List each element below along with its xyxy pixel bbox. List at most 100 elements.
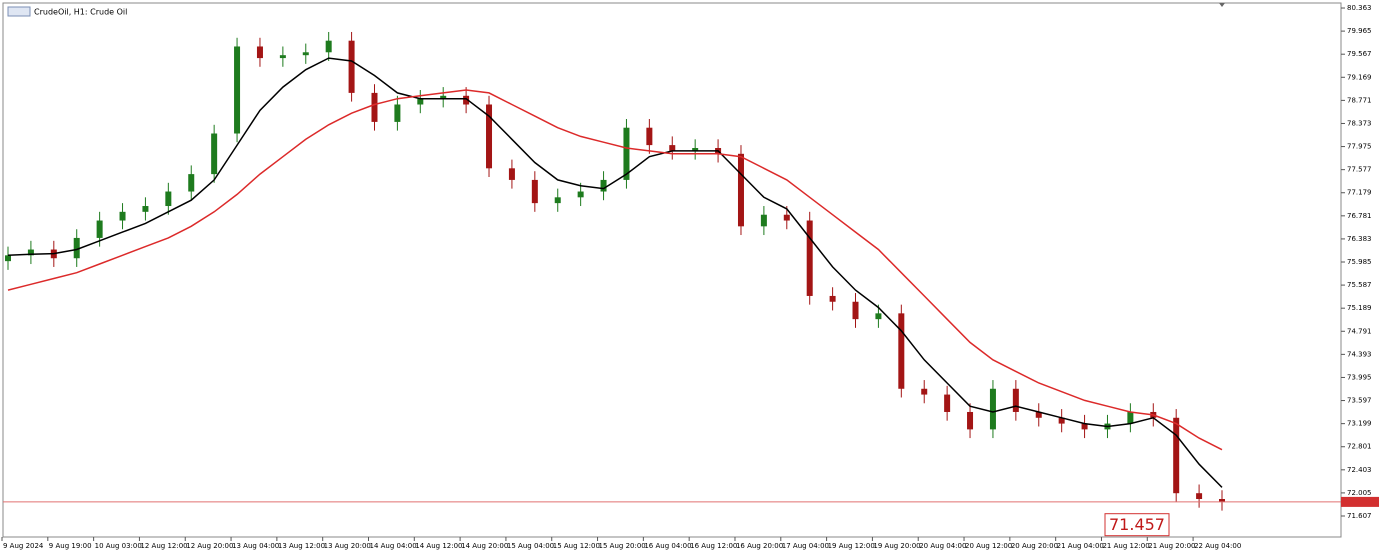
plot-frame [2, 2, 1342, 538]
candle-body [325, 40, 332, 53]
y-tick-label: 77.975 [1347, 143, 1372, 151]
x-tick-label: 16 Aug 20:00 [736, 542, 783, 550]
x-tick-label: 15 Aug 20:00 [599, 542, 646, 550]
y-tick-label: 79.567 [1347, 50, 1372, 58]
candle-body [1127, 411, 1134, 424]
x-tick-label: 16 Aug 12:00 [690, 542, 737, 550]
candle-body [737, 153, 744, 227]
y-tick-label: 76.383 [1347, 235, 1372, 243]
chart-title: CrudeOil, H1: Crude Oil [34, 8, 127, 17]
x-tick-label: 14 Aug 12:00 [415, 542, 462, 550]
candle-body [600, 179, 607, 192]
candle-body [279, 55, 286, 59]
price-tag [1341, 496, 1379, 507]
x-tick-label: 20 Aug 12:00 [965, 542, 1012, 550]
x-tick-label: 16 Aug 04:00 [644, 542, 691, 550]
candle-body [1219, 499, 1225, 502]
y-tick-label: 77.577 [1347, 166, 1372, 174]
candle-body [1058, 417, 1065, 424]
candle-body [73, 237, 80, 259]
y-tick-label: 74.393 [1347, 350, 1372, 358]
candle-body [5, 255, 11, 262]
candle-body [302, 52, 309, 56]
x-tick-label: 9 Aug 19:00 [49, 542, 92, 550]
candle-body [852, 301, 859, 320]
y-tick-label: 72.801 [1347, 443, 1372, 451]
candle-body [783, 214, 790, 221]
x-tick-label: 9 Aug 2024 [3, 542, 44, 550]
y-tick-label: 71.607 [1347, 512, 1372, 520]
candle-body [806, 220, 813, 296]
y-tick-label: 74.791 [1347, 327, 1372, 335]
candle-body [1173, 417, 1180, 494]
candle-body [554, 197, 561, 204]
x-tick-label: 19 Aug 20:00 [873, 542, 920, 550]
candle-body [371, 92, 378, 122]
candle-body [1196, 493, 1203, 499]
x-tick-label: 13 Aug 20:00 [324, 542, 371, 550]
y-tick-label: 72.403 [1347, 466, 1372, 474]
candle-body [531, 179, 538, 204]
y-tick-label: 80.363 [1347, 4, 1372, 12]
x-tick-label: 21 Aug 20:00 [1148, 542, 1195, 550]
candle-body [829, 295, 836, 302]
y-tick-label: 78.373 [1347, 119, 1372, 127]
y-tick-label: 78.771 [1347, 96, 1372, 104]
y-tick-label: 75.189 [1347, 304, 1372, 312]
moving-average [7, 57, 1223, 488]
candle-body [1035, 411, 1042, 418]
candle-body [967, 411, 974, 430]
candle-body [669, 145, 676, 151]
candle-body [577, 191, 584, 198]
x-tick-label: 14 Aug 20:00 [461, 542, 508, 550]
candle-body [646, 127, 653, 146]
y-tick-label: 76.781 [1347, 212, 1372, 220]
candle-body [119, 211, 126, 221]
y-tick-label: 79.965 [1347, 27, 1372, 35]
x-tick-label: 21 Aug 04:00 [1057, 542, 1104, 550]
candle-body [27, 249, 34, 256]
y-tick-label: 75.985 [1347, 258, 1372, 266]
candle-body [989, 388, 996, 430]
y-tick-label: 79.169 [1347, 73, 1372, 81]
candle-body [623, 127, 630, 180]
x-tick-label: 17 Aug 04:00 [782, 542, 829, 550]
candle-body [394, 104, 401, 122]
x-tick-label: 20 Aug 20:00 [1011, 542, 1058, 550]
x-tick-label: 13 Aug 12:00 [278, 542, 325, 550]
candle-body [142, 206, 149, 212]
candle-body [875, 313, 882, 320]
candle-body [760, 214, 767, 227]
candle-body [1012, 388, 1019, 412]
candle-body [165, 191, 172, 207]
x-tick-label: 22 Aug 04:00 [1194, 542, 1241, 550]
candle-body [234, 46, 241, 134]
candle-body [1081, 423, 1088, 430]
candle-body [256, 46, 263, 59]
price-label-box [1104, 513, 1170, 537]
x-tick-label: 19 Aug 12:00 [828, 542, 875, 550]
candle-body [944, 394, 951, 412]
candle-body [211, 133, 218, 175]
y-tick-label: 73.597 [1347, 397, 1372, 405]
x-tick-label: 21 Aug 12:00 [1102, 542, 1149, 550]
candle-body [348, 40, 355, 93]
scroll-marker [1219, 3, 1225, 7]
candle-body [440, 95, 447, 99]
candle-body [486, 104, 493, 169]
candle-body [463, 95, 470, 105]
candle-body [96, 220, 103, 238]
price-label: 71.457 [1109, 515, 1165, 534]
y-tick-label: 72.005 [1347, 489, 1372, 497]
x-tick-label: 10 Aug 03:00 [95, 542, 142, 550]
x-tick-label: 12 Aug 12:00 [140, 542, 187, 550]
y-tick-label: 73.199 [1347, 420, 1372, 428]
candle-body [692, 148, 699, 151]
candle-body [921, 388, 928, 395]
x-tick-label: 14 Aug 04:00 [369, 542, 416, 550]
y-tick-label: 75.587 [1347, 281, 1372, 289]
candle-body [417, 98, 424, 105]
x-tick-label: 20 Aug 04:00 [919, 542, 966, 550]
moving-average [7, 89, 1223, 451]
